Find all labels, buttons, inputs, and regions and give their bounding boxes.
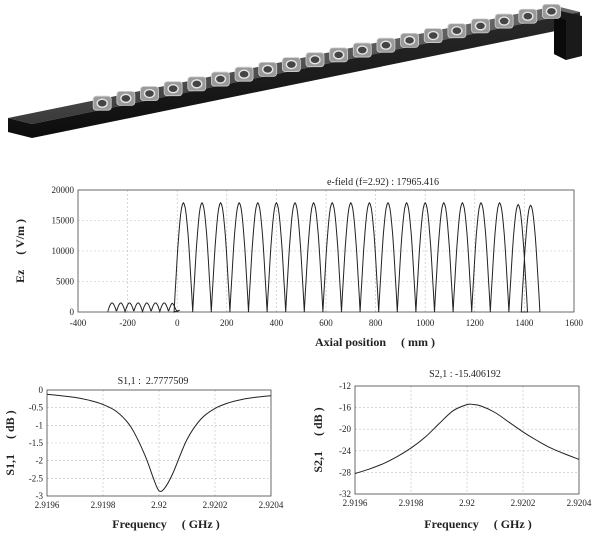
structure-cell-iris: [309, 55, 321, 65]
s11-chart: S1,1 : 2.7777509 2.9196 2.9198 2.92 2.9202 2…: [3, 376, 284, 531]
structure-cell-iris: [262, 64, 274, 75]
s11-x-tick-label: 2.92: [151, 500, 167, 510]
s11-y-tick-label: -1.5: [29, 438, 44, 448]
s11-chart-grid: [47, 390, 271, 496]
structure-cell-iris: [143, 88, 156, 99]
structure-cell-iris: [238, 69, 250, 79]
structure-cell-iris: [285, 59, 298, 70]
structure-cell-iris: [427, 30, 439, 41]
structure-cell-iris: [167, 84, 179, 94]
s11-x-tick-label: 2.9198: [91, 500, 116, 510]
efield-x-tick-label: 600: [319, 318, 333, 328]
structure-cell-iris: [451, 26, 463, 36]
s21-chart-xlabel: Frequency ( GHz ): [424, 517, 531, 531]
s11-chart-ticks: 2.9196 2.9198 2.92 2.9202 2.9204 0 -0.5 -1 -1.5 -…: [29, 385, 284, 510]
s21-chart-grid: [355, 386, 579, 494]
s11-x-tick-label: 2.9204: [259, 500, 284, 510]
s11-y-tick-label: -1: [36, 420, 44, 430]
s11-x-tick-label: 2.9202: [203, 500, 228, 510]
accelerator-structure-render: [8, 3, 582, 138]
efield-plot-frame: [77, 189, 575, 313]
structure-coupler-side: [554, 16, 566, 60]
efield-chart: e-field (f=2.92) : 17965.416 -400 -200 0 20…: [13, 177, 584, 349]
efield-chart-ylabel: Ez ( V/m ): [13, 219, 27, 283]
efield-chart-xlabel: Axial position ( mm ): [315, 335, 435, 349]
s11-y-tick-label: -2.5: [29, 473, 44, 483]
structure-cell-iris: [120, 93, 132, 104]
s21-chart-ticks: 2.9196 2.9198 2.92 2.9202 2.9204 -12 -16 -20 -24…: [339, 381, 592, 508]
efield-y-tick-label: 20000: [52, 185, 75, 195]
s21-series-line: [354, 403, 580, 474]
structure-cell-iris: [96, 98, 108, 108]
s11-chart-xlabel: Frequency ( GHz ): [112, 517, 219, 531]
efield-series-line: [107, 201, 541, 314]
s21-y-tick-label: -28: [339, 467, 351, 477]
s21-x-tick-label: 2.9198: [399, 498, 424, 508]
s21-x-tick-label: 2.92: [459, 498, 475, 508]
efield-y-tick-label: 10000: [52, 246, 75, 256]
efield-x-tick-label: 1200: [466, 318, 485, 328]
s21-y-tick-label: -24: [339, 446, 351, 456]
structure-cell-iris: [403, 35, 416, 46]
s21-y-tick-label: -20: [339, 424, 351, 434]
s11-y-tick-label: 0: [39, 385, 44, 395]
s11-y-tick-label: -0.5: [29, 403, 44, 413]
efield-y-tick-label: 5000: [56, 277, 75, 287]
structure-cell-iris: [214, 74, 227, 84]
efield-chart-ticks: -400 -200 0 200 400 600 800 1000 1200 1400 1600 0 50…: [52, 185, 584, 328]
s21-y-tick-label: -32: [339, 489, 351, 499]
structure-cell-iris: [498, 16, 510, 26]
efield-x-tick-label: -400: [70, 318, 87, 328]
structure-cell-iris: [191, 79, 203, 89]
structure-front-face: [8, 12, 580, 138]
efield-chart-marks: [107, 201, 541, 314]
efield-x-tick-label: 1600: [565, 318, 584, 328]
s21-chart-marks: [354, 403, 580, 474]
s21-plot-frame: [354, 385, 580, 495]
s21-x-tick-label: 2.9196: [343, 498, 368, 508]
structure-cell-iris: [545, 6, 558, 17]
s11-y-tick-label: -2: [36, 456, 44, 466]
efield-chart-title: e-field (f=2.92) : 17965.416: [327, 177, 439, 188]
structure-cell-iris: [380, 40, 392, 50]
efield-x-tick-label: 0: [175, 318, 180, 328]
efield-y-tick-label: 15000: [52, 216, 75, 226]
s11-chart-marks: [46, 393, 272, 492]
s21-x-tick-label: 2.9202: [511, 498, 536, 508]
efield-x-tick-label: 1000: [416, 318, 435, 328]
s11-series-line: [46, 393, 272, 492]
s11-chart-title: S1,1 : 2.7777509: [118, 376, 189, 387]
s21-x-tick-label: 2.9204: [567, 498, 592, 508]
s11-x-tick-label: 2.9196: [35, 500, 60, 510]
efield-x-tick-label: 400: [270, 318, 284, 328]
s21-y-tick-label: -16: [339, 403, 351, 413]
s11-y-tick-label: -3: [36, 491, 44, 501]
efield-x-tick-label: 1400: [515, 318, 534, 328]
s11-chart-ylabel: S1,1 ( dB ): [3, 410, 17, 475]
s11-plot-frame: [46, 389, 272, 497]
s21-chart-title: S2,1 : -15.406192: [429, 369, 501, 380]
s21-chart-ylabel: S2,1 ( dB ): [311, 407, 325, 472]
efield-x-tick-label: 200: [220, 318, 234, 328]
structure-cell-iris: [332, 50, 345, 60]
efield-x-tick-label: 800: [369, 318, 383, 328]
structure-cell-iris: [356, 45, 368, 55]
efield-y-tick-label: 0: [70, 307, 75, 317]
s21-y-tick-label: -12: [339, 381, 351, 391]
s21-chart: S2,1 : -15.406192 2.9196 2.9198 2.92 2.9202…: [311, 369, 592, 531]
efield-x-tick-label: -200: [119, 318, 136, 328]
structure-cell-iris: [522, 11, 534, 21]
structure-cell-iris: [474, 21, 487, 31]
